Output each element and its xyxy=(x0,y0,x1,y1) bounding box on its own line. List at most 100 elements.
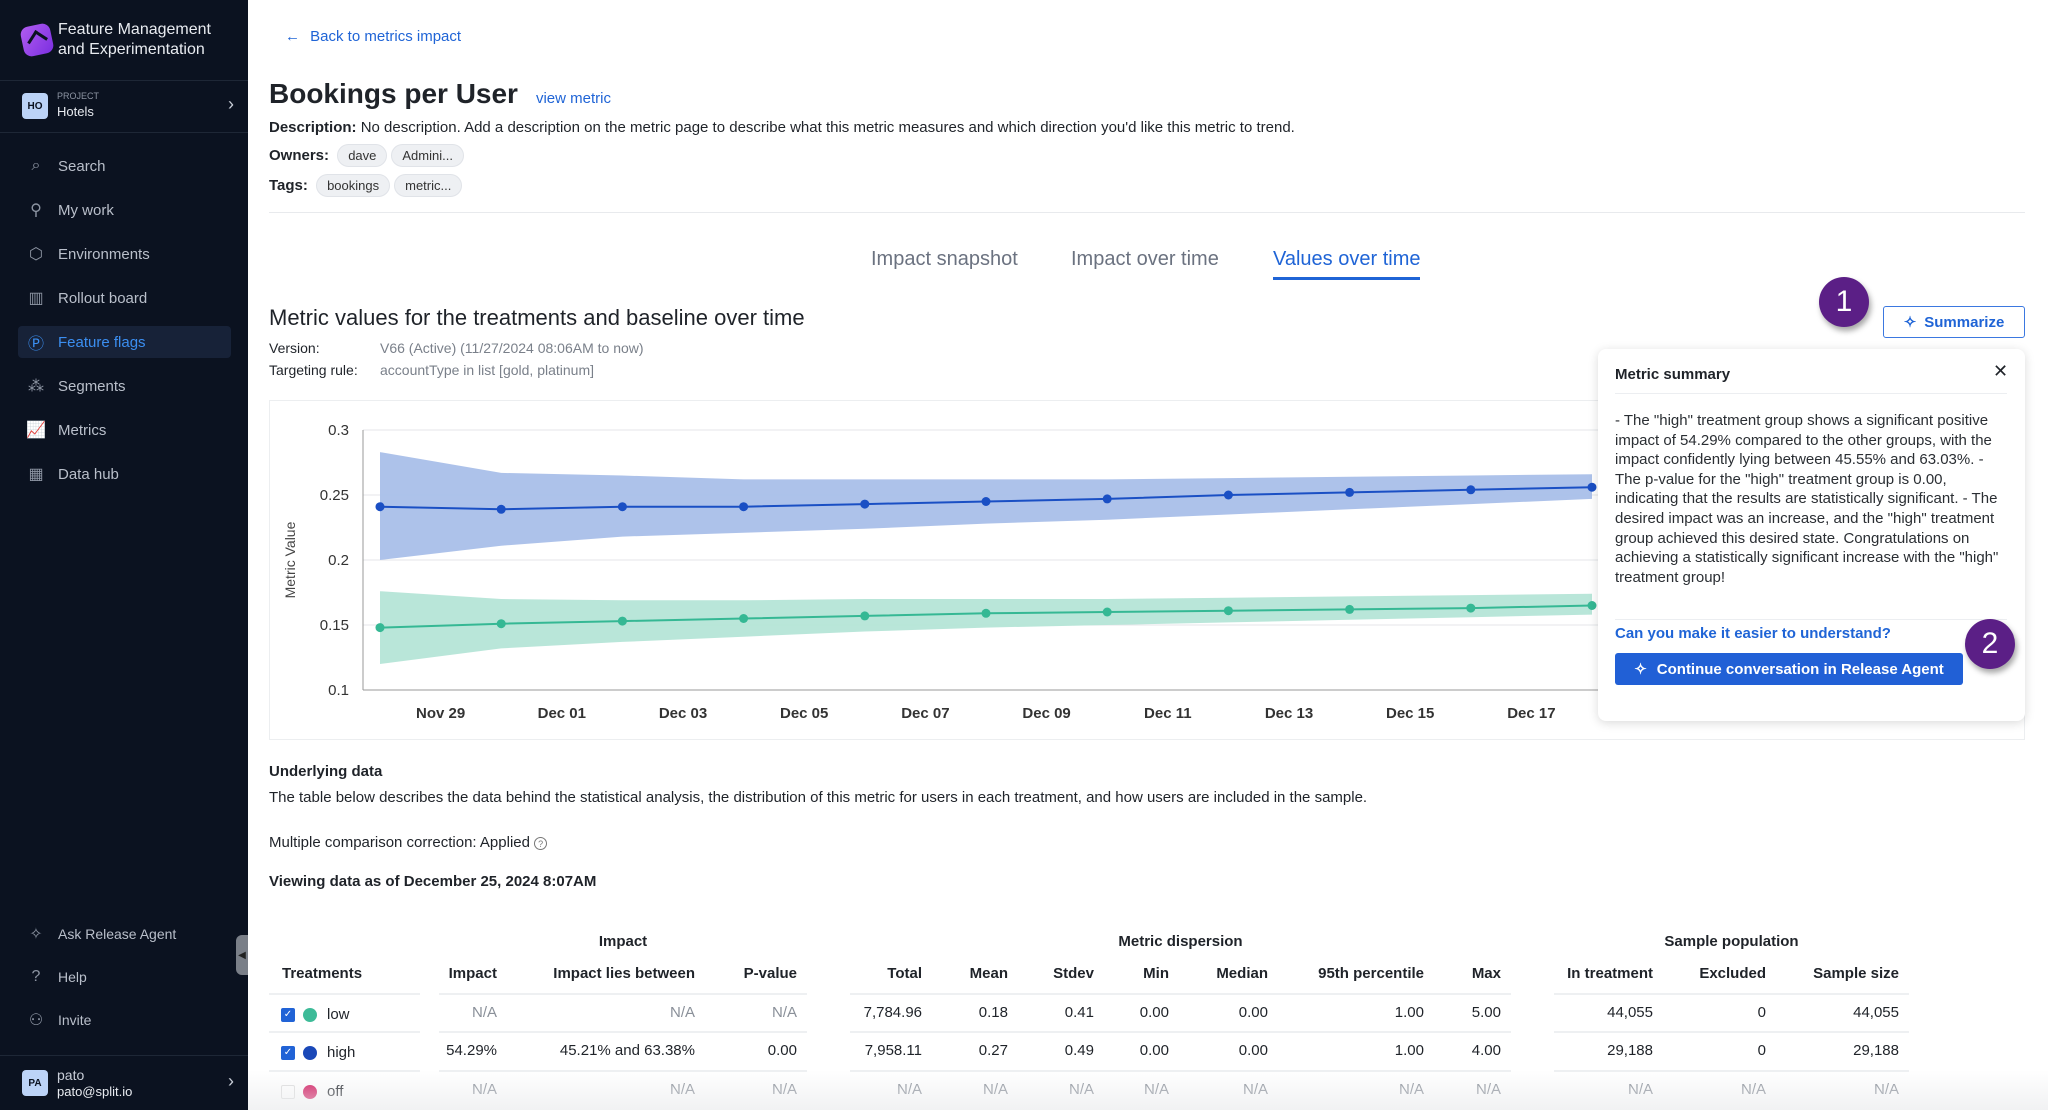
followup-suggestion-link[interactable]: Can you make it easier to understand? xyxy=(1615,625,1891,642)
column-header: Impact xyxy=(448,965,497,982)
project-avatar: HO xyxy=(22,93,48,119)
table-cell: 1.00 xyxy=(1394,1004,1424,1021)
sidebar-item-label: Segments xyxy=(58,377,126,395)
chevron-right-icon: › xyxy=(228,94,234,114)
help-icon: ? xyxy=(31,968,41,985)
y-tick-label: 0.3 xyxy=(328,422,349,439)
version-label: Version: xyxy=(269,340,320,356)
bottom-fade xyxy=(248,1070,2048,1110)
column-header: P-value xyxy=(743,965,797,982)
owners-label: Owners: xyxy=(269,147,330,164)
sidebar-item-invite[interactable]: ⚇ Invite xyxy=(18,1004,231,1036)
logo-icon xyxy=(19,22,55,58)
y-tick-label: 0.1 xyxy=(328,682,349,699)
x-tick-label: Dec 13 xyxy=(1265,705,1313,722)
correction-text: Multiple comparison correction: Applied xyxy=(269,834,530,851)
page-title: Bookings per User xyxy=(269,78,518,109)
data-point xyxy=(981,497,991,506)
underlying-data-title: Underlying data xyxy=(269,763,383,780)
view-metric-link[interactable]: view metric xyxy=(535,90,611,107)
column-header: Median xyxy=(1216,965,1268,982)
continue-conversation-button[interactable]: ✧ Continue conversation in Release Agent xyxy=(1615,653,1963,685)
sidebar-item-segments[interactable]: ⁂ Segments xyxy=(18,370,231,402)
sidebar-item-help[interactable]: ? Help xyxy=(18,961,231,993)
treatment-checkbox[interactable]: ✓ xyxy=(281,1045,295,1060)
table-cell: 45.21% and 63.38% xyxy=(559,1042,695,1059)
sparkle-icon: ✧ xyxy=(29,926,43,943)
arrow-left-icon: ← xyxy=(285,28,305,45)
data-point xyxy=(375,623,385,633)
data-point xyxy=(496,619,506,629)
sidebar-item-my-work[interactable]: ⚲ My work xyxy=(18,194,231,226)
sidebar-item-environments[interactable]: ⬡ Environments xyxy=(18,238,231,270)
sparkle-icon: ✧ xyxy=(1903,314,1917,331)
project-selector[interactable]: HO PROJECT Hotels › xyxy=(0,86,248,126)
sidebar-item-rollout-board[interactable]: ▥ Rollout board xyxy=(18,282,231,314)
sidebar-item-metrics[interactable]: 📈 Metrics xyxy=(18,414,231,446)
data-point xyxy=(617,502,627,512)
summary-title: Metric summary xyxy=(1615,366,1731,383)
column-header: In treatment xyxy=(1567,965,1653,982)
owner-pill[interactable]: dave xyxy=(337,144,388,167)
column-header: Sample size xyxy=(1813,965,1899,982)
data-point xyxy=(1223,490,1233,500)
column-header: 95th percentile xyxy=(1318,965,1424,982)
tab-impact-snapshot[interactable]: Impact snapshot xyxy=(871,248,1018,270)
divider xyxy=(1615,619,2007,620)
column-group-header: Impact xyxy=(598,933,648,950)
column-header: Min xyxy=(1143,965,1169,982)
tag-pill[interactable]: metric... xyxy=(394,174,463,197)
column-header: Impact lies between xyxy=(553,965,695,982)
summary-text: - The "high" treatment group shows a sig… xyxy=(1615,412,1999,586)
row-divider xyxy=(1554,993,1909,995)
tab-impact-over-time[interactable]: Impact over time xyxy=(1071,248,1219,270)
column-header: Mean xyxy=(969,965,1008,982)
sidebar-item-data-hub[interactable]: ▦ Data hub xyxy=(18,458,231,490)
info-icon[interactable]: ? xyxy=(534,837,548,850)
table-cell: 29,188 xyxy=(1607,1042,1653,1059)
y-tick-label: 0.15 xyxy=(320,617,349,634)
user-avatar: PA xyxy=(22,1070,48,1096)
metric-summary-popover: Metric summary ✕ - The "high" treatment … xyxy=(1598,349,2025,721)
project-label: PROJECT xyxy=(57,91,100,101)
x-tick-label: Dec 03 xyxy=(659,705,707,722)
continue-label: Continue conversation in Release Agent xyxy=(1656,660,1944,678)
user-menu[interactable]: PA pato pato@split.io › xyxy=(0,1062,248,1104)
close-icon[interactable]: ✕ xyxy=(1993,361,2009,381)
data-point xyxy=(375,502,385,512)
owner-pill[interactable]: Admini... xyxy=(391,144,464,167)
back-link[interactable]: ← Back to metrics impact xyxy=(285,28,461,45)
table-cell: 0 xyxy=(1757,1042,1766,1059)
y-tick-label: 0.25 xyxy=(320,487,349,504)
invite-icon: ⚇ xyxy=(28,1012,44,1029)
description-text: No description. Add a description on the… xyxy=(360,119,1295,136)
sidebar-item-label: Invite xyxy=(58,1012,92,1028)
data-point xyxy=(1223,606,1233,616)
table-cell: 0.27 xyxy=(978,1042,1008,1059)
x-tick-label: Dec 01 xyxy=(538,705,586,722)
segments-icon: ⁂ xyxy=(28,378,44,395)
table-row-treatment: ✓ high xyxy=(281,1044,355,1061)
brand-name: Feature Management and Experimentation xyxy=(58,21,211,58)
sparkle-icon: ✧ xyxy=(1634,661,1647,678)
data-point xyxy=(1587,482,1597,492)
y-tick-label: 0.2 xyxy=(328,552,349,569)
sidebar-item-feature-flags[interactable]: Ⓟ Feature flags xyxy=(18,326,231,358)
sidebar-item-search[interactable]: ⌕ Search xyxy=(18,150,231,182)
column-group-header: Sample population xyxy=(1664,933,1799,950)
treatment-checkbox[interactable]: ✓ xyxy=(281,1007,295,1022)
summarize-button[interactable]: ✧ Summarize xyxy=(1883,306,2025,338)
tab-values-over-time[interactable]: Values over time xyxy=(1273,248,1421,280)
sidebar-item-ask-release-agent[interactable]: ✧ Ask Release Agent xyxy=(18,918,231,950)
collapse-sidebar-handle[interactable]: ◀ xyxy=(236,935,248,975)
x-tick-label: Dec 05 xyxy=(780,705,828,722)
data-point xyxy=(1466,485,1476,495)
targeting-rule-label: Targeting rule: xyxy=(269,362,358,378)
table-cell: 29,188 xyxy=(1853,1042,1899,1059)
row-divider xyxy=(269,1031,420,1033)
x-tick-label: Dec 07 xyxy=(901,705,949,722)
sidebar-item-label: Search xyxy=(58,157,106,175)
table-cell: 0.00 xyxy=(1238,1004,1268,1021)
data-point xyxy=(1102,494,1112,504)
tag-pill[interactable]: bookings xyxy=(316,174,391,197)
